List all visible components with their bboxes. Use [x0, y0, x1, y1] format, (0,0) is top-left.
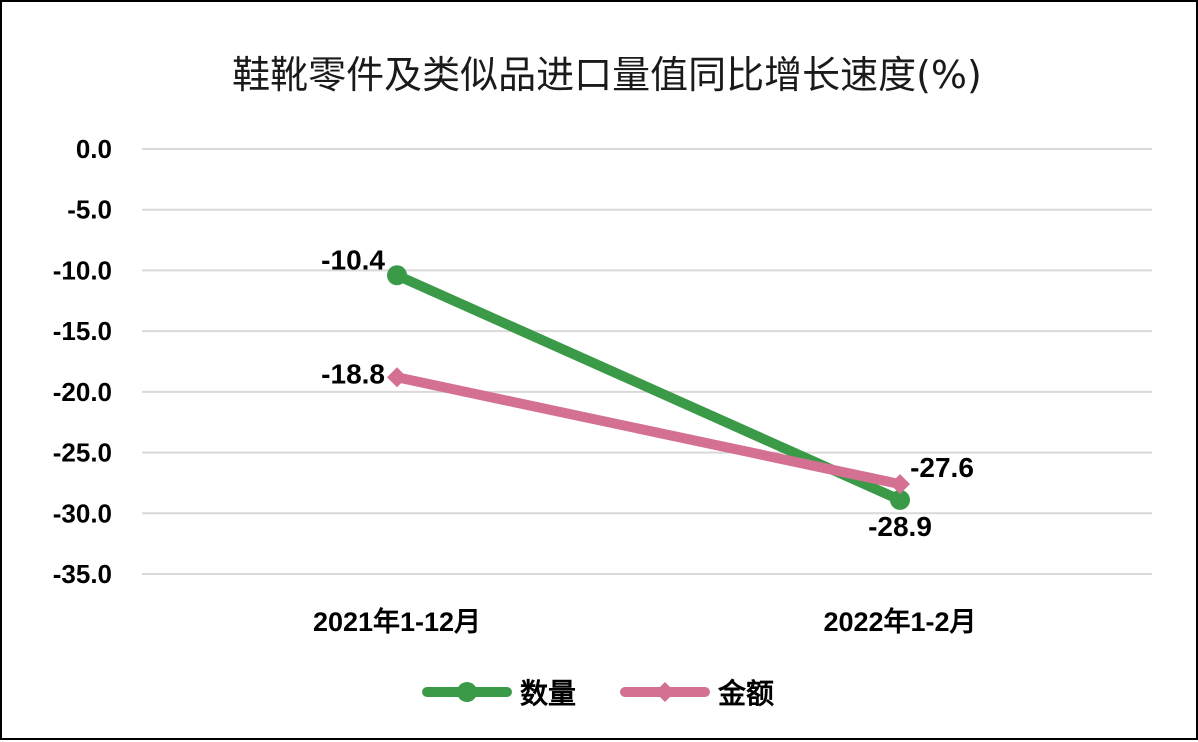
chart-title: 鞋靴零件及类似品进口量值同比增长速度(%): [232, 53, 982, 97]
legend-marker: [457, 682, 477, 702]
y-tick-label: -25.0: [53, 438, 112, 468]
y-axis-ticks: 0.0 -5.0 -10.0 -15.0 -20.0 -25.0 -30.0 -35.0: [53, 134, 112, 589]
data-point-marker: [890, 474, 910, 495]
y-tick-label: -15.0: [53, 316, 112, 346]
y-tick-label: -20.0: [53, 377, 112, 407]
y-tick-label: -35.0: [53, 559, 112, 589]
gridlines: [142, 148, 1152, 575]
y-tick-label: -5.0: [67, 195, 112, 225]
legend-marker: [655, 682, 675, 702]
x-category-label: 2022年1-2月: [823, 606, 976, 637]
data-label: -28.9: [868, 511, 932, 542]
data-point-marker: [387, 367, 407, 388]
legend: 数量 金额: [422, 677, 774, 710]
y-tick-label: 0.0: [76, 134, 112, 164]
x-category-label: 2021年1-12月: [313, 606, 481, 637]
data-point-marker: [890, 489, 910, 510]
legend-label: 金额: [717, 677, 774, 710]
y-tick-label: -10.0: [53, 255, 112, 285]
data-label: -10.4: [321, 244, 385, 275]
data-point-marker: [387, 265, 407, 286]
data-label: -27.6: [910, 452, 974, 483]
series-group: [387, 265, 910, 510]
legend-label: 数量: [520, 677, 576, 710]
y-tick-label: -30.0: [53, 498, 112, 528]
series-line-amount: [392, 372, 905, 490]
data-labels: -10.4 -28.9 -18.8 -27.6: [321, 244, 974, 542]
data-label: -18.8: [321, 358, 385, 389]
x-axis-categories: 2021年1-12月 2022年1-2月: [313, 606, 977, 637]
